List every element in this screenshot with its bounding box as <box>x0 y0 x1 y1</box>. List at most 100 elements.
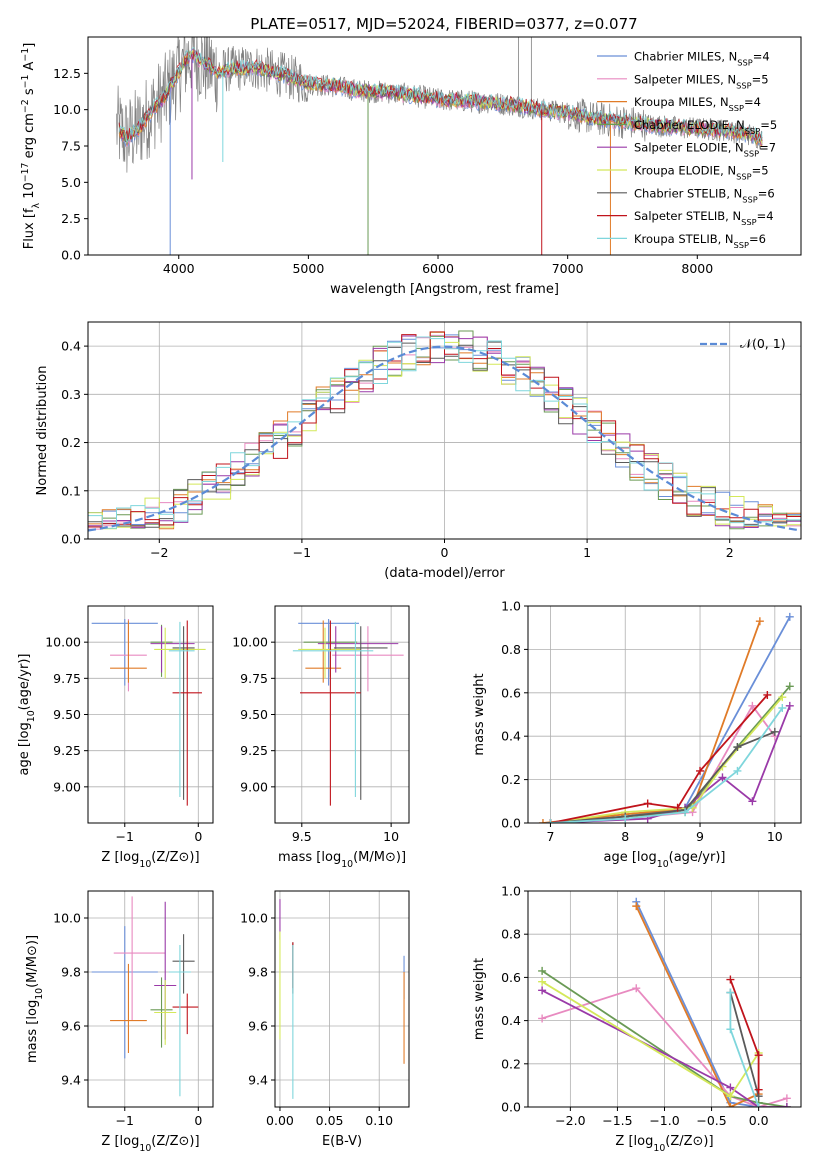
y-tick-label: 0.2 <box>501 1056 521 1071</box>
y-tick-label: 2.5 <box>61 211 81 226</box>
age-vs-metallicity-panel-plot <box>91 619 206 806</box>
weight-marker <box>726 1103 735 1107</box>
legend-entry: Chabrier STELIB, NSSP=6 <box>634 186 775 204</box>
weight-marker <box>754 1051 763 1060</box>
age-vs-mass-panel-plot <box>292 619 404 806</box>
histogram-series <box>88 336 801 529</box>
y-axis-label: mass weight <box>472 673 487 755</box>
weight-marker <box>778 693 787 702</box>
mass-vs-extinction-panel: 0.00 0.05 0.10 9.4 9.6 9.8 10.0 E(B-V) <box>240 890 410 1149</box>
x-tick-label: 5000 <box>292 261 324 276</box>
x-tick-label: 9 <box>696 829 704 844</box>
x-tick-label: 4000 <box>163 261 195 276</box>
weight-marker <box>733 743 742 752</box>
x-axis-label: mass [log10(M/M⊙)] <box>278 850 406 870</box>
weight-marker <box>748 701 757 710</box>
spectrum-legend: Chabrier MILES, NSSP=4 Salpeter MILES, NS… <box>597 50 777 250</box>
mass-vs-extinction-panel-plot <box>279 899 405 1099</box>
weight-marker <box>696 766 705 775</box>
residual-panel: −2 −1 0 1 2 0.0 0.1 0.2 0.3 0.4 (data-model)/error… <box>35 321 802 581</box>
legend-entry: Kroupa MILES, NSSP=4 <box>634 95 761 113</box>
weight-marker <box>748 797 757 806</box>
weight-marker <box>538 977 547 986</box>
y-tick-label: 0.8 <box>501 642 521 657</box>
residual-panel-plot <box>88 330 801 532</box>
weight-series-line <box>635 905 759 1107</box>
x-tick-label: 0 <box>194 829 202 844</box>
spectrum-panel: 4000 5000 6000 7000 8000 0.0 2.5 5.0 7.5 10.0 12.5… <box>20 36 802 297</box>
weight-marker <box>770 727 779 736</box>
x-tick-label: −1 <box>293 545 311 560</box>
axes-frame <box>274 890 410 1108</box>
x-tick-label: 10 <box>767 829 783 844</box>
weight-series-line <box>550 616 791 823</box>
histogram-series <box>88 341 801 528</box>
weight-marker <box>785 612 794 621</box>
weight-marker <box>538 1014 547 1023</box>
weight-series-line <box>541 970 788 1107</box>
x-tick-label: −1.5 <box>602 1113 632 1128</box>
x-tick-label: −1.0 <box>649 1113 679 1128</box>
y-tick-label: 1.0 <box>501 599 521 614</box>
axes-frame <box>527 605 802 824</box>
x-tick-label: −2.0 <box>555 1113 585 1128</box>
x-axis-label: Z [log10(Z/Z⊙)] <box>101 850 199 870</box>
legend-entry: Salpeter STELIB, NSSP=4 <box>634 209 774 227</box>
y-tick-label: 10.0 <box>53 102 81 117</box>
weight-marker <box>733 766 742 775</box>
weight-vs-metallicity-panel-plot <box>538 897 791 1107</box>
x-tick-label: 0.10 <box>365 1113 393 1128</box>
y-tick-label: 9.4 <box>61 1073 81 1088</box>
y-tick-label: 5.0 <box>61 175 81 190</box>
y-tick-label: 9.50 <box>240 707 268 722</box>
y-tick-label: 0.8 <box>501 927 521 942</box>
y-tick-label: 0.0 <box>61 532 81 547</box>
axes-frame <box>87 890 214 1108</box>
y-tick-label: 0.4 <box>501 729 521 744</box>
y-tick-label: 12.5 <box>53 66 81 81</box>
x-tick-label: 8000 <box>681 261 713 276</box>
mass-vs-metallicity-panel-plot <box>91 896 199 1097</box>
y-tick-label: 0.4 <box>501 1013 521 1028</box>
y-tick-label: 7.5 <box>61 139 81 154</box>
weight-marker <box>778 703 787 712</box>
weight-marker <box>763 690 772 699</box>
spectrum-model-line <box>118 48 763 142</box>
y-tick-label: 9.4 <box>248 1073 268 1088</box>
y-tick-label: 9.00 <box>240 779 268 794</box>
x-tick-label: −1 <box>116 1113 134 1128</box>
y-tick-label: 9.25 <box>53 743 81 758</box>
y-tick-label: 0.0 <box>61 248 81 263</box>
panels: 4000 5000 6000 7000 80000.02.55.07.510.012.5… <box>17 36 802 1154</box>
x-axis-label: age [log10(age/yr)] <box>604 850 726 870</box>
weight-marker <box>621 814 630 823</box>
weight-marker <box>785 701 794 710</box>
weight-marker <box>726 975 735 984</box>
weight-series-line <box>729 992 760 1097</box>
weight-marker <box>538 986 547 995</box>
x-tick-label: 0.00 <box>266 1113 294 1128</box>
weight-marker <box>754 1103 763 1107</box>
legend-entry: Kroupa ELODIE, NSSP=5 <box>634 164 769 182</box>
weight-marker <box>726 1025 735 1034</box>
weight-series-line <box>541 980 760 1098</box>
y-tick-label: 0.4 <box>61 339 81 354</box>
y-axis-label: mass [log10(M/M⊙)] <box>25 935 45 1063</box>
x-tick-label: −1 <box>116 829 134 844</box>
x-tick-label: 6000 <box>422 261 454 276</box>
y-tick-label: 0.2 <box>501 772 521 787</box>
legend-entry: Kroupa STELIB, NSSP=6 <box>634 232 766 250</box>
mass-vs-metallicity-panel: −1 0 9.4 9.6 9.8 10.0 Z [log10(Z/Z⊙)] mass [log… <box>25 890 214 1154</box>
weight-marker <box>755 617 764 626</box>
spectrum-model-line <box>118 47 763 144</box>
weight-vs-metallicity-panel: −2.0 −1.5 −1.0 −0.5 0.0 0.0 0.2 0.4 0.6 0.8 1.0 Z [… <box>472 884 802 1154</box>
x-axis-label: E(B-V) <box>322 1134 362 1149</box>
weight-marker <box>785 682 794 691</box>
y-tick-label: 0.3 <box>61 387 81 402</box>
y-tick-label: 9.25 <box>240 743 268 758</box>
weight-series-line <box>550 694 768 823</box>
x-tick-label: 9.5 <box>292 829 312 844</box>
y-tick-label: 10.0 <box>240 911 268 926</box>
y-tick-label: 10.00 <box>45 635 81 650</box>
